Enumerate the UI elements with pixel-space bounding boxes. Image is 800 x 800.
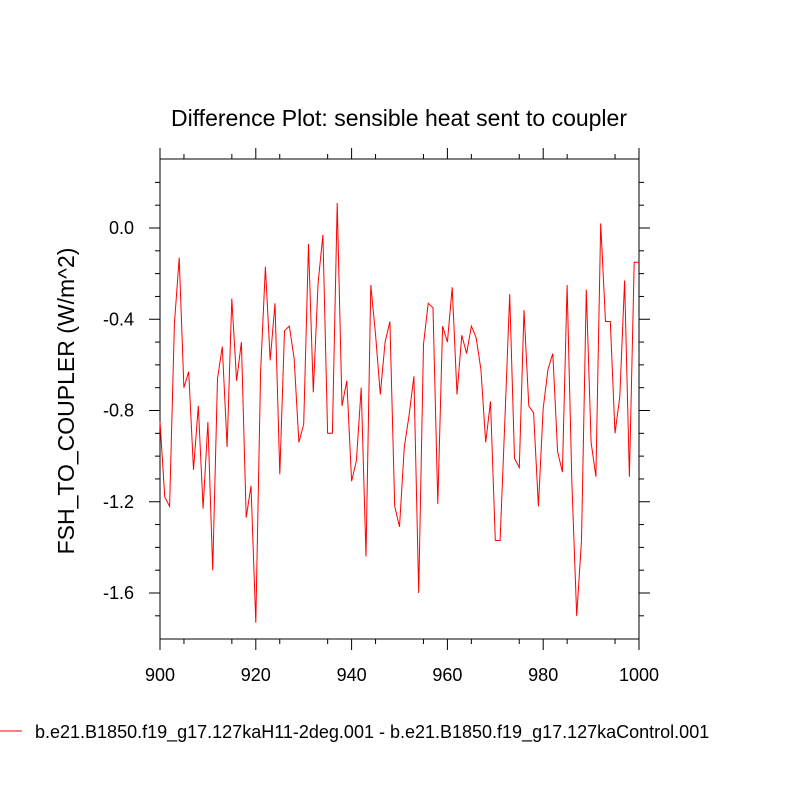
series-line <box>159 202 639 623</box>
series-layer <box>159 202 639 623</box>
axis-tick-labels: 900 920 940 960 980 1000 0.0 -0.4 -0.8 -1.2 -1.6 <box>103 218 659 685</box>
y-tick-label: -0.8 <box>103 401 134 421</box>
y-axis-label: FSH_TO_COUPLER (W/m^2) <box>53 248 79 555</box>
x-tick-label: 980 <box>528 665 558 685</box>
y-tick-label: -0.4 <box>103 309 134 329</box>
y-tick-label: -1.2 <box>103 492 134 512</box>
x-tick-label: 900 <box>145 665 175 685</box>
axis-ticks <box>149 148 650 650</box>
y-tick-label: 0.0 <box>109 218 134 238</box>
y-tick-label: -1.6 <box>103 583 134 603</box>
x-tick-label: 940 <box>337 665 367 685</box>
plot-border <box>159 158 640 640</box>
chart-title: Difference Plot: sensible heat sent to c… <box>171 105 627 131</box>
legend: b.e21.B1850.f19_g17.127kaH11-2deg.001 - … <box>0 722 709 743</box>
x-tick-label: 960 <box>432 665 462 685</box>
x-tick-label: 1000 <box>619 665 659 685</box>
legend-entry: b.e21.B1850.f19_g17.127kaH11-2deg.001 - … <box>35 722 709 743</box>
x-tick-label: 920 <box>241 665 271 685</box>
plot-frame <box>159 158 640 640</box>
